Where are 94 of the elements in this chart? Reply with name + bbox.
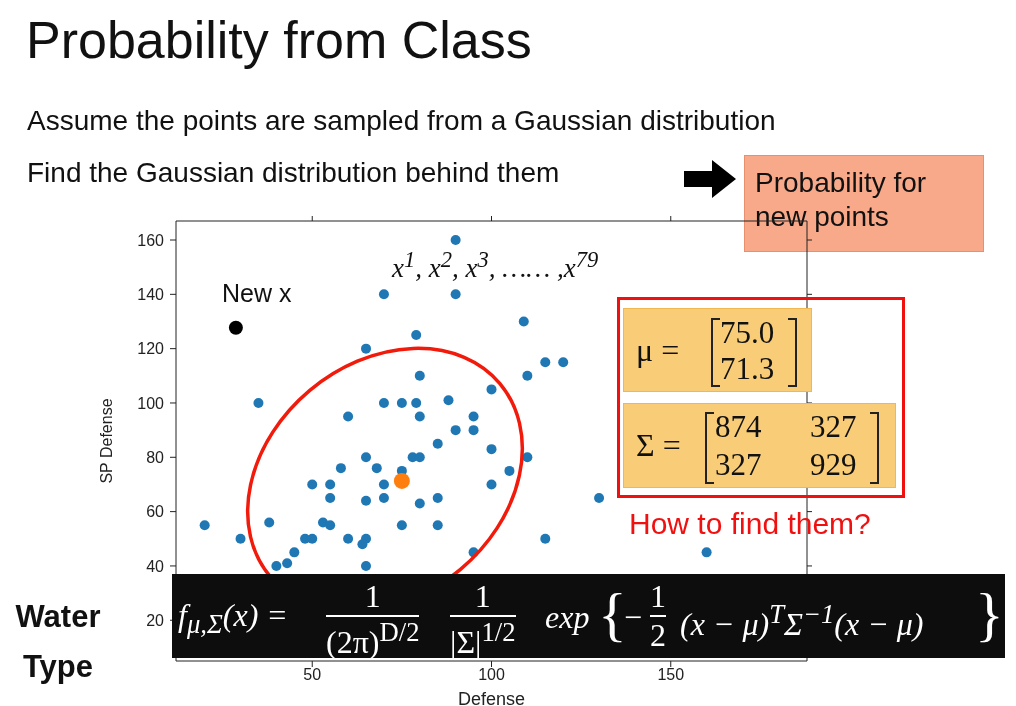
text: Assume the points are sampled from a Gaussian distribution bbox=[27, 105, 776, 137]
y-tick-label: 60 bbox=[146, 503, 165, 521]
annotation: x$^{1}$, x$^{2}$, x$^{3}$, …… ,x$^{79}$ bbox=[392, 247, 599, 284]
annotation: 874 bbox=[715, 409, 762, 445]
point bbox=[361, 343, 372, 354]
text: 327 bbox=[810, 409, 857, 445]
annotation: 1 bbox=[650, 578, 666, 615]
annotation: − bbox=[624, 599, 643, 636]
point bbox=[378, 289, 389, 300]
y-tick-label: 40 bbox=[146, 557, 165, 575]
y-tick-label: 100 bbox=[137, 394, 165, 412]
annotation: 71.3 bbox=[720, 351, 775, 387]
x-tick-label: 50 bbox=[303, 666, 322, 684]
point bbox=[343, 411, 354, 422]
annotation: exp bbox=[545, 599, 590, 636]
point bbox=[432, 493, 443, 504]
point bbox=[411, 330, 422, 341]
point bbox=[357, 539, 368, 550]
point bbox=[335, 463, 346, 474]
x-axis-title: Defense bbox=[457, 689, 526, 706]
point bbox=[235, 533, 246, 544]
y-tick-label: 120 bbox=[137, 340, 165, 358]
point bbox=[414, 370, 425, 381]
point bbox=[468, 425, 479, 436]
y-tick-label: 80 bbox=[146, 448, 165, 466]
annotation: μ = bbox=[636, 332, 680, 369]
point bbox=[371, 463, 382, 474]
annotation: (x − μ)$^{T}$Σ$^{−1}$(x − μ) bbox=[680, 599, 924, 642]
point bbox=[325, 520, 336, 531]
annotation: Σ = bbox=[636, 427, 681, 464]
x-tick-label: 150 bbox=[657, 666, 685, 684]
point bbox=[450, 425, 461, 436]
point bbox=[289, 547, 300, 558]
point bbox=[264, 517, 275, 528]
point bbox=[432, 520, 443, 531]
point bbox=[228, 320, 243, 335]
annotation: 75.0 bbox=[720, 315, 775, 351]
point bbox=[486, 479, 497, 490]
point bbox=[701, 547, 712, 558]
y-tick-label: 20 bbox=[146, 611, 165, 629]
point bbox=[325, 479, 336, 490]
point bbox=[486, 444, 497, 455]
point bbox=[443, 395, 454, 406]
point bbox=[378, 479, 389, 490]
point bbox=[486, 384, 497, 395]
point bbox=[468, 411, 479, 422]
annotation: (2π)$^{D/2}$ bbox=[326, 616, 420, 661]
annotation: Probability for new points bbox=[754, 166, 928, 234]
point bbox=[450, 235, 461, 246]
y-tick-label: 160 bbox=[137, 231, 165, 249]
point bbox=[558, 357, 569, 368]
y-axis-title: SP Defense bbox=[97, 398, 115, 484]
point bbox=[361, 452, 372, 463]
point bbox=[522, 370, 533, 381]
annotation: 327 bbox=[715, 447, 762, 483]
point bbox=[540, 357, 551, 368]
point bbox=[518, 316, 529, 327]
annotation: 2 bbox=[650, 616, 666, 654]
point bbox=[378, 397, 389, 408]
annotation: 1 bbox=[364, 578, 381, 615]
point bbox=[411, 397, 422, 408]
point bbox=[540, 533, 551, 544]
text: Water Type bbox=[14, 598, 102, 686]
point bbox=[307, 479, 318, 490]
annotation: f$_{μ,Σ}$(x) = bbox=[178, 597, 288, 640]
chart-title: Probability from Class bbox=[26, 10, 532, 70]
point bbox=[282, 558, 293, 569]
point bbox=[361, 495, 372, 506]
annotation: New x bbox=[222, 279, 292, 308]
annotation: 1 bbox=[474, 578, 491, 615]
point bbox=[343, 533, 354, 544]
point bbox=[361, 560, 372, 571]
point bbox=[199, 520, 210, 531]
point bbox=[253, 397, 264, 408]
point bbox=[307, 533, 318, 544]
point bbox=[594, 493, 605, 504]
point bbox=[271, 560, 282, 571]
point bbox=[432, 438, 443, 449]
point bbox=[504, 465, 515, 476]
annotation: How to find them? bbox=[629, 507, 871, 540]
point bbox=[450, 289, 461, 300]
point bbox=[393, 472, 410, 489]
point bbox=[396, 520, 407, 531]
y-tick-label: 140 bbox=[137, 286, 165, 304]
text: } bbox=[975, 580, 1004, 649]
annotation: |Σ|$^{1/2}$ bbox=[450, 616, 516, 661]
point bbox=[396, 397, 407, 408]
text: 929 bbox=[810, 447, 857, 483]
text: Find the Gaussian distribution behind them bbox=[27, 157, 560, 189]
point bbox=[414, 498, 425, 509]
point bbox=[325, 493, 336, 504]
point bbox=[414, 411, 425, 422]
point bbox=[378, 493, 389, 504]
x-tick-label: 100 bbox=[478, 666, 505, 684]
